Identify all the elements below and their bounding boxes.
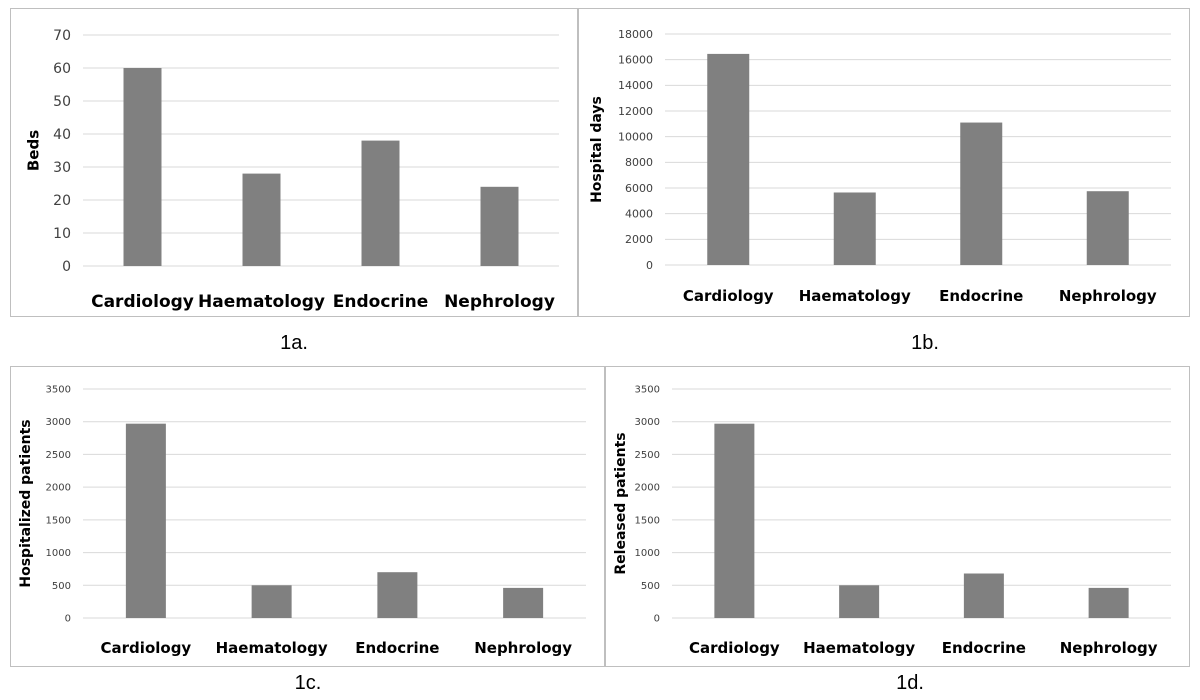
y-tick-label: 1000 — [635, 548, 660, 559]
x-category-label: Cardiology — [91, 292, 194, 312]
x-category-label: Cardiology — [683, 287, 774, 305]
y-tick-label: 30 — [53, 160, 71, 176]
y-tick-label: 14000 — [618, 79, 653, 92]
bar-cardiology — [123, 68, 162, 266]
x-category-label: Nephrology — [1059, 287, 1157, 305]
x-category-label: Endocrine — [355, 639, 439, 657]
x-category-label: Endocrine — [942, 639, 1026, 657]
y-tick-label: 3000 — [635, 417, 660, 428]
bar-endocrine — [361, 140, 400, 266]
y-tick-label: 2000 — [46, 483, 71, 494]
y-tick-label: 1500 — [46, 515, 71, 526]
x-category-label: Cardiology — [101, 639, 192, 657]
y-tick-label: 20 — [53, 193, 71, 209]
x-category-label: Haematology — [799, 287, 911, 305]
chart-1b-svg: 0 2000 4000 6000 8000 10000 12000 14000 16000 180… — [589, 28, 1171, 305]
x-category-label: Haematology — [803, 639, 915, 657]
x-category-label: Nephrology — [1060, 639, 1158, 657]
y-tick-label: 18000 — [618, 28, 653, 41]
y-tick-label: 1000 — [46, 548, 71, 559]
caption-1c: 1c. — [294, 672, 322, 694]
bar-nephrology — [1088, 587, 1129, 618]
y-tick-label: 0 — [62, 259, 71, 275]
chart-panel-1b: 0 2000 4000 6000 8000 10000 12000 14000 16000 180… — [578, 8, 1190, 317]
bar-nephrology — [480, 186, 519, 266]
y-tick-label: 10000 — [618, 131, 653, 144]
y-tick-label: 40 — [53, 127, 71, 143]
chart-panel-1c: 0 500 1000 1500 2000 2500 3000 3500 Cardiology Ha… — [10, 366, 605, 667]
chart-panel-1a: 0 10 20 30 40 50 60 70 Cardiology Haematology Endo… — [10, 8, 578, 317]
bar-cardiology — [714, 423, 755, 618]
y-tick-label: 0 — [654, 614, 660, 625]
bar-cardiology — [125, 423, 166, 618]
y-tick-label: 500 — [52, 581, 71, 592]
y-axis-label: Hospital days — [589, 96, 605, 203]
x-category-label: Haematology — [198, 292, 325, 312]
bar-haematology — [833, 192, 876, 265]
chart-1c-svg: 0 500 1000 1500 2000 2500 3000 3500 Cardiology Ha… — [18, 385, 586, 657]
y-tick-label: 2000 — [625, 233, 653, 246]
caption-1a: 1a. — [280, 332, 308, 354]
y-tick-label: 8000 — [625, 156, 653, 169]
bar-nephrology — [503, 587, 544, 618]
y-tick-label: 2000 — [635, 483, 660, 494]
y-tick-label: 10 — [53, 226, 71, 242]
x-category-label: Endocrine — [333, 292, 428, 312]
y-tick-label: 2500 — [635, 450, 660, 461]
x-category-label: Cardiology — [689, 639, 780, 657]
y-tick-label: 3500 — [635, 385, 660, 396]
y-tick-label: 0 — [646, 259, 653, 272]
x-category-label: Haematology — [216, 639, 328, 657]
y-tick-label: 50 — [53, 94, 71, 110]
bar-endocrine — [377, 572, 418, 618]
y-tick-label: 0 — [65, 614, 71, 625]
y-tick-label: 3000 — [46, 417, 71, 428]
y-tick-label: 4000 — [625, 208, 653, 221]
bar-haematology — [251, 585, 292, 618]
x-category-label: Nephrology — [474, 639, 572, 657]
bar-nephrology — [1086, 191, 1129, 265]
y-tick-label: 60 — [53, 61, 71, 77]
y-tick-label: 2500 — [46, 450, 71, 461]
y-axis-label: Released patients — [613, 432, 629, 574]
bar-haematology — [242, 173, 281, 266]
bar-endocrine — [963, 573, 1004, 618]
y-tick-label: 12000 — [618, 105, 653, 118]
y-tick-label: 500 — [641, 581, 660, 592]
y-axis-label: Beds — [25, 130, 43, 171]
y-axis-label: Hospitalized patients — [18, 419, 34, 587]
chart-1a-svg: 0 10 20 30 40 50 60 70 Cardiology Haematology Endo… — [25, 28, 559, 312]
caption-1d: 1d. — [896, 672, 924, 694]
bar-cardiology — [707, 53, 750, 266]
bar-haematology — [839, 585, 880, 618]
chart-1d-svg: 0 500 1000 1500 2000 2500 3000 3500 Cardiology Ha… — [613, 385, 1171, 657]
y-tick-label: 6000 — [625, 182, 653, 195]
y-tick-label: 16000 — [618, 54, 653, 67]
y-tick-label: 70 — [53, 28, 71, 44]
y-tick-label: 3500 — [46, 385, 71, 396]
x-category-label: Endocrine — [939, 287, 1023, 305]
chart-panel-1d: 0 500 1000 1500 2000 2500 3000 3500 Cardiology Ha… — [605, 366, 1190, 667]
caption-1b: 1b. — [911, 332, 939, 354]
x-category-label: Nephrology — [444, 292, 555, 312]
y-tick-label: 1500 — [635, 515, 660, 526]
bar-endocrine — [960, 122, 1003, 265]
